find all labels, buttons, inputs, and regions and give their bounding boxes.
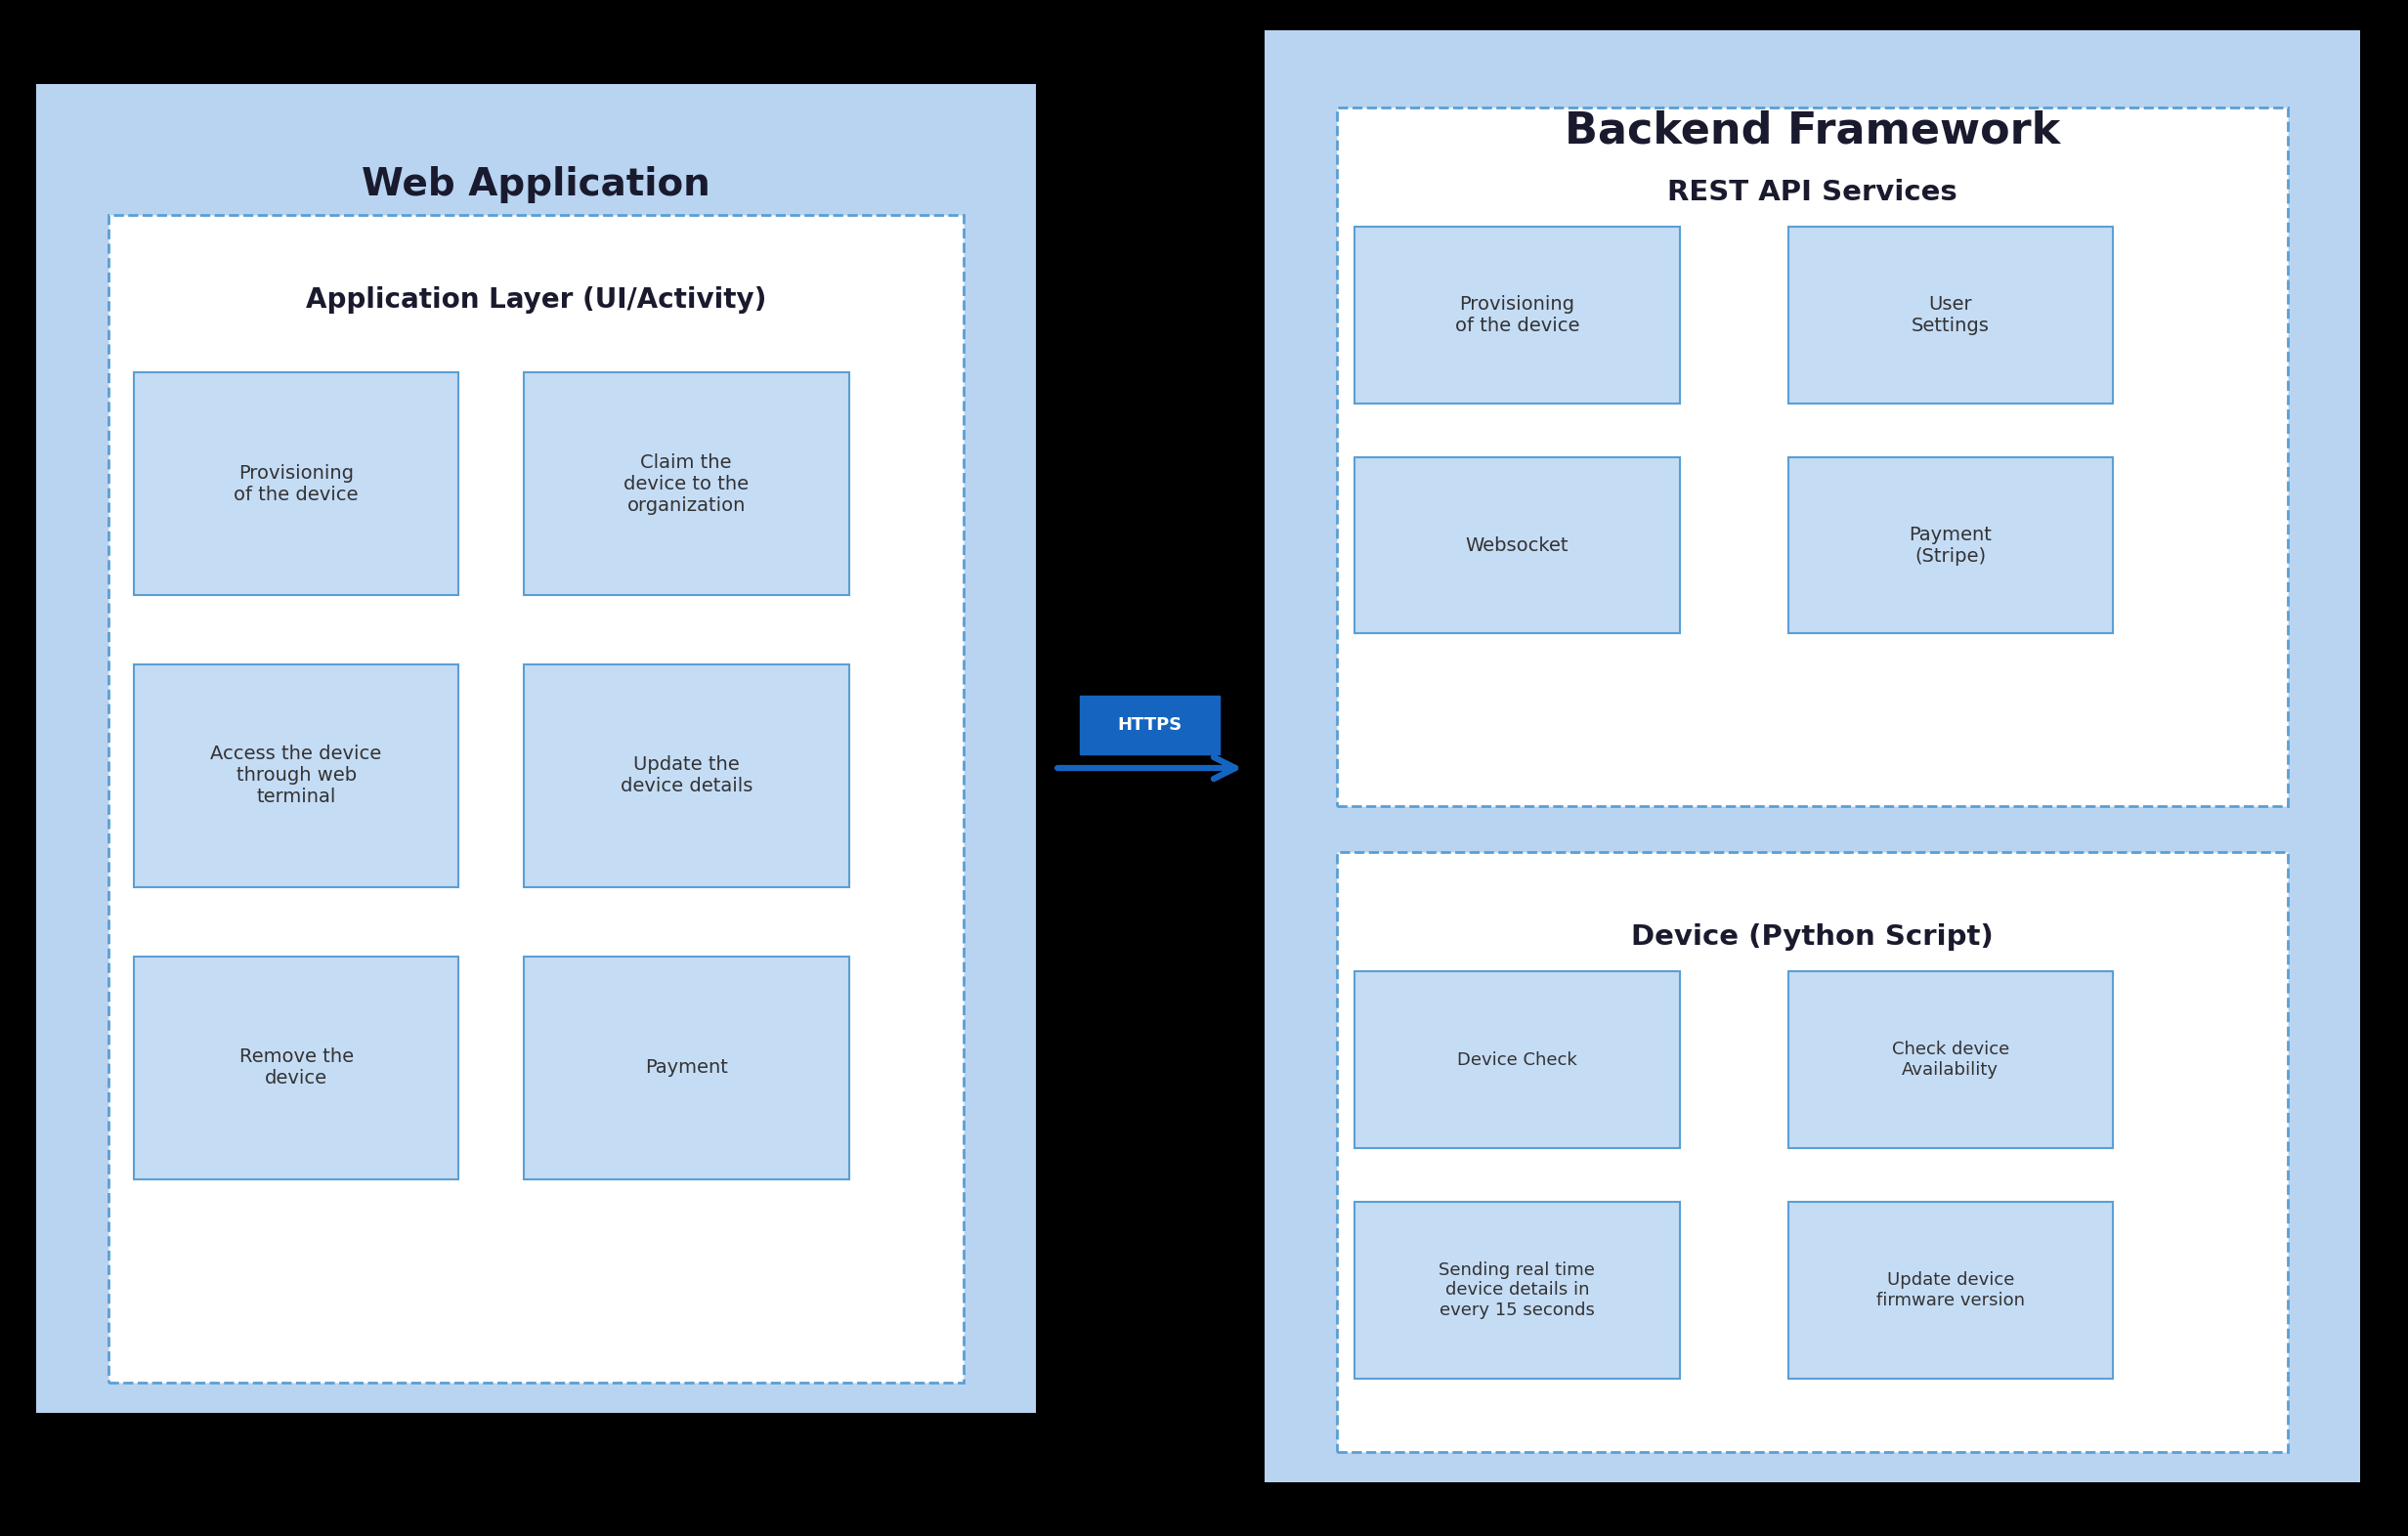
Text: REST API Services: REST API Services: [1666, 178, 1958, 206]
FancyBboxPatch shape: [525, 664, 848, 888]
FancyBboxPatch shape: [1789, 971, 2114, 1149]
FancyBboxPatch shape: [1353, 458, 1681, 633]
FancyBboxPatch shape: [525, 372, 848, 596]
FancyBboxPatch shape: [108, 215, 963, 1382]
FancyBboxPatch shape: [36, 84, 1035, 1413]
FancyBboxPatch shape: [132, 664, 458, 888]
FancyBboxPatch shape: [132, 372, 458, 596]
Text: Device (Python Script): Device (Python Script): [1630, 923, 1994, 951]
FancyBboxPatch shape: [1353, 1201, 1681, 1379]
FancyBboxPatch shape: [1789, 458, 2114, 633]
Text: HTTPS: HTTPS: [1117, 716, 1182, 734]
FancyBboxPatch shape: [132, 955, 458, 1180]
Text: Check device
Availability: Check device Availability: [1893, 1041, 2008, 1078]
Text: Payment
(Stripe): Payment (Stripe): [1910, 525, 1991, 565]
FancyBboxPatch shape: [1353, 226, 1681, 402]
FancyBboxPatch shape: [1336, 852, 2288, 1452]
Text: Device Check: Device Check: [1457, 1051, 1577, 1069]
Text: Provisioning
of the device: Provisioning of the device: [1454, 295, 1580, 335]
Text: Update device
firmware version: Update device firmware version: [1876, 1272, 2025, 1309]
Text: Websocket: Websocket: [1466, 536, 1568, 554]
FancyBboxPatch shape: [1789, 1201, 2114, 1379]
Text: Sending real time
device details in
every 15 seconds: Sending real time device details in ever…: [1440, 1261, 1594, 1319]
FancyBboxPatch shape: [1336, 108, 2288, 806]
FancyBboxPatch shape: [525, 955, 848, 1180]
Text: User
Settings: User Settings: [1912, 295, 1989, 335]
Text: Web Application: Web Application: [361, 166, 710, 203]
Text: Claim the
device to the
organization: Claim the device to the organization: [624, 453, 749, 515]
FancyBboxPatch shape: [1353, 971, 1681, 1149]
Text: Remove the
device: Remove the device: [238, 1048, 354, 1087]
FancyBboxPatch shape: [1081, 696, 1221, 754]
FancyBboxPatch shape: [1789, 226, 2114, 402]
Text: Application Layer (UI/Activity): Application Layer (UI/Activity): [306, 286, 766, 313]
Text: Access the device
through web
terminal: Access the device through web terminal: [209, 745, 383, 806]
Text: Provisioning
of the device: Provisioning of the device: [234, 464, 359, 504]
Text: Payment: Payment: [645, 1058, 727, 1077]
Text: Update the
device details: Update the device details: [621, 756, 751, 796]
Text: Backend Framework: Backend Framework: [1565, 109, 2059, 152]
FancyBboxPatch shape: [1264, 31, 2360, 1482]
